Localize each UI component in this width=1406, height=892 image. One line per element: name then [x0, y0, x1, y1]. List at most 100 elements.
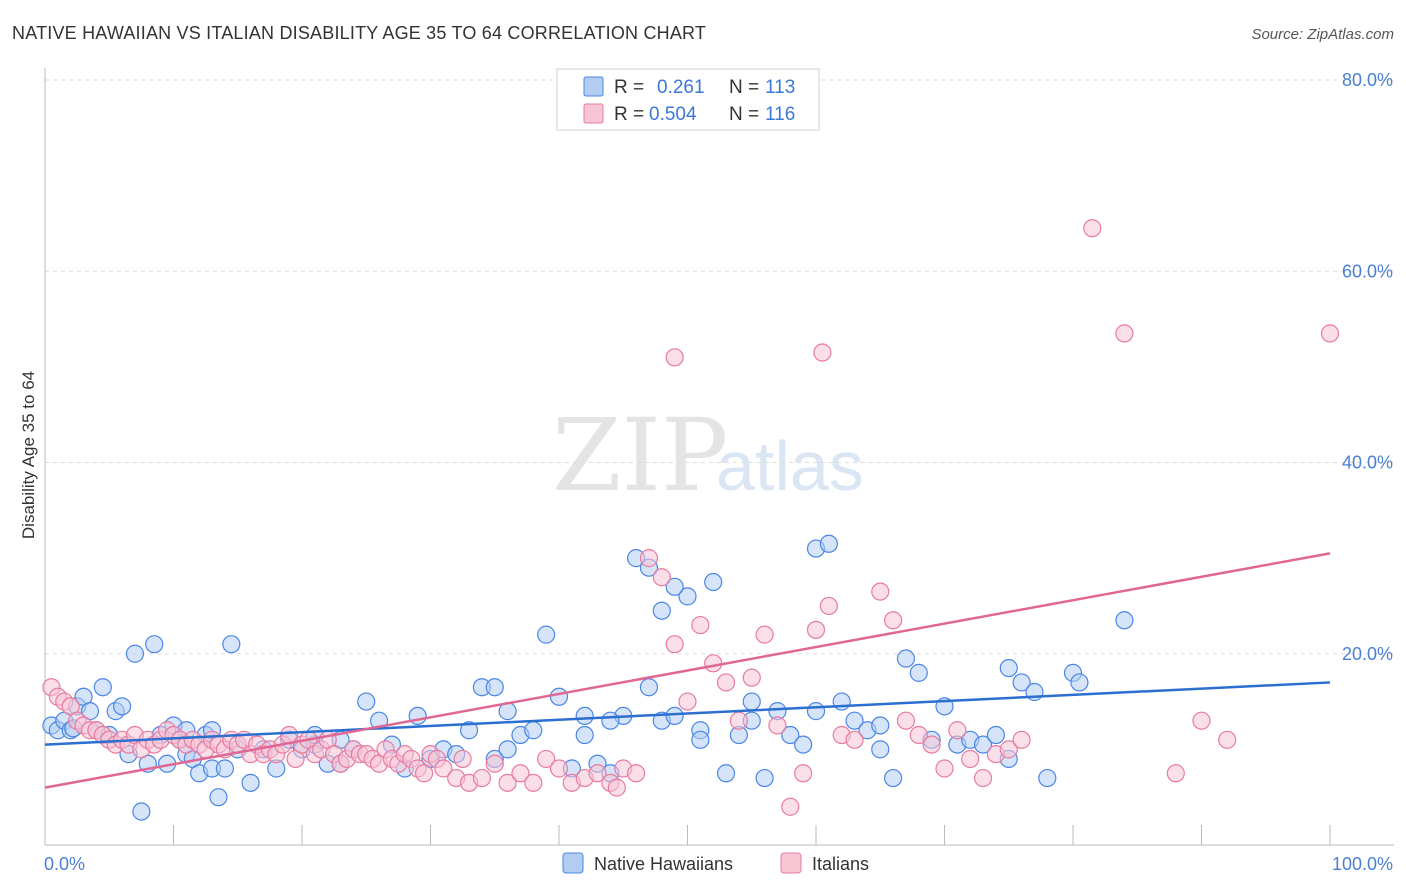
data-point: [112, 697, 132, 716]
data-point: [524, 773, 543, 792]
data-point: [871, 740, 890, 759]
data-point: [794, 735, 813, 754]
data-point: [896, 649, 916, 668]
data-point: [1012, 730, 1031, 749]
trend-line-native-hawaiians: [44, 681, 1331, 746]
data-point: [145, 635, 164, 654]
data-point: [1012, 673, 1031, 692]
legend-n-value-italians: 116: [765, 104, 795, 125]
data-point: [871, 582, 890, 601]
data-point: [883, 768, 903, 788]
data-point: [999, 658, 1018, 678]
data-point: [1192, 711, 1211, 730]
data-point: [909, 663, 928, 682]
data-point: [845, 711, 864, 730]
data-point: [704, 654, 723, 673]
stats-legend: R = 0.261 N = 113 R = 0.504 N = 116: [556, 68, 820, 131]
data-point: [549, 759, 569, 778]
y-tick-label: 80.0%: [1342, 70, 1393, 90]
x-tick-label: 0.0%: [44, 854, 85, 874]
data-point: [973, 735, 993, 754]
data-point: [665, 706, 684, 726]
legend-n-label-1: N =: [729, 77, 759, 98]
y-axis-label: Disability Age 35 to 64: [19, 371, 38, 539]
bottom-legend-label-italians: Italians: [812, 854, 869, 874]
data-point: [935, 759, 954, 778]
data-point: [472, 768, 491, 788]
data-point: [549, 687, 569, 706]
data-point: [729, 711, 749, 730]
data-point: [781, 725, 800, 745]
data-point: [1166, 764, 1185, 783]
data-point: [716, 764, 736, 783]
y-tick-label: 40.0%: [1342, 453, 1393, 473]
data-point: [498, 773, 517, 792]
data-point: [1038, 768, 1057, 788]
data-point: [896, 711, 916, 730]
data-point: [209, 788, 228, 807]
data-point: [575, 706, 594, 726]
data-point: [704, 572, 723, 592]
data-point: [999, 740, 1018, 759]
data-point: [973, 768, 993, 788]
data-point: [414, 764, 434, 783]
y-tick-label: 20.0%: [1342, 644, 1393, 664]
data-point: [665, 635, 684, 654]
legend-r-label-2: R =: [614, 104, 644, 125]
bottom-legend-swatch-italians: [780, 852, 802, 874]
legend-swatch-native-hawaiians: [583, 76, 604, 97]
data-point: [986, 725, 1006, 745]
data-point: [1083, 219, 1102, 238]
data-point: [485, 754, 504, 773]
data-point: [691, 615, 710, 635]
data-point: [222, 635, 241, 654]
data-point: [652, 601, 671, 620]
bottom-legend-swatch-native-hawaiians: [562, 852, 584, 874]
data-point: [537, 749, 556, 769]
data-point: [575, 725, 594, 745]
legend-n-value-native-hawaiians: 113: [765, 77, 795, 98]
data-point: [459, 721, 479, 740]
data-point: [819, 596, 838, 616]
data-point: [755, 625, 774, 644]
data-point: [961, 749, 980, 769]
data-point: [678, 587, 697, 606]
data-point: [742, 668, 761, 687]
data-point: [125, 644, 145, 663]
data-point: [691, 730, 710, 749]
watermark-atlas: atlas: [716, 427, 864, 505]
grid-lines: [45, 79, 1394, 655]
axes: 20.0% 40.0% 60.0% 80.0% 0.0% 100.0%: [44, 68, 1394, 874]
data-point: [1320, 324, 1340, 343]
source-text: Source: ZipAtlas.com: [1251, 26, 1394, 43]
data-point: [1070, 673, 1089, 692]
scatter-points: [42, 219, 1340, 821]
data-point: [1115, 611, 1134, 630]
data-point: [678, 692, 697, 711]
legend-r-label-1: R =: [614, 77, 644, 98]
data-point: [652, 568, 671, 587]
data-point: [537, 625, 556, 644]
data-point: [755, 768, 774, 788]
data-point: [607, 778, 626, 797]
legend-n-label-2: N =: [729, 104, 759, 125]
data-point: [601, 711, 620, 730]
data-point: [742, 692, 761, 711]
data-point: [883, 611, 903, 630]
data-point: [626, 764, 646, 783]
bottom-legend-label-native-hawaiians: Native Hawaiians: [594, 854, 733, 874]
trend-lines: [44, 552, 1331, 789]
legend-swatch-italians: [583, 103, 604, 124]
data-point: [665, 577, 684, 596]
legend-r-value-italians: 0.504: [649, 104, 697, 125]
data-point: [639, 549, 659, 568]
data-point: [845, 730, 864, 749]
data-point: [768, 716, 787, 735]
chart-title: NATIVE HAWAIIAN VS ITALIAN DISABILITY AG…: [12, 23, 706, 43]
watermark: ZIP atlas: [552, 397, 864, 514]
data-point: [794, 764, 813, 783]
data-point: [871, 716, 890, 735]
data-point: [813, 343, 832, 362]
data-point: [922, 735, 941, 754]
